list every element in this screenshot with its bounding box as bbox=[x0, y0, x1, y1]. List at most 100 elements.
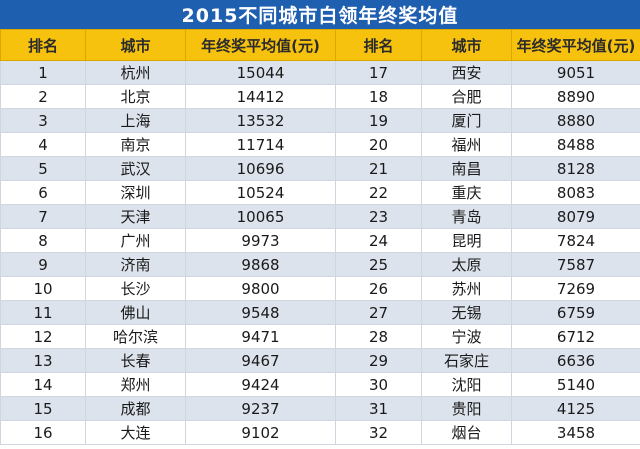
bonus-cell: 11714 bbox=[185, 132, 336, 157]
city-cell: 贵阳 bbox=[421, 396, 512, 421]
city-cell: 武汉 bbox=[85, 156, 186, 181]
city-cell: 西安 bbox=[421, 60, 512, 85]
bonus-cell: 6759 bbox=[511, 300, 640, 325]
rank-cell: 17 bbox=[335, 60, 422, 85]
bonus-cell: 9471 bbox=[185, 324, 336, 349]
table-row: 1 杭州 15044 17 西安 9051 bbox=[0, 60, 640, 85]
bonus-cell: 6712 bbox=[511, 324, 640, 349]
header-row: 排名 城市 年终奖平均值(元) 排名 城市 年终奖平均值(元) bbox=[0, 29, 640, 61]
rank-cell: 32 bbox=[335, 420, 422, 445]
table-row: 13 长春 9467 29 石家庄 6636 bbox=[0, 348, 640, 373]
bonus-cell: 9051 bbox=[511, 60, 640, 85]
rank-cell: 3 bbox=[0, 108, 86, 133]
bonus-cell: 5140 bbox=[511, 372, 640, 397]
city-cell: 哈尔滨 bbox=[85, 324, 186, 349]
city-cell: 大连 bbox=[85, 420, 186, 445]
city-cell: 石家庄 bbox=[421, 348, 512, 373]
rank-cell: 14 bbox=[0, 372, 86, 397]
bonus-cell: 8128 bbox=[511, 156, 640, 181]
city-cell: 福州 bbox=[421, 132, 512, 157]
city-cell: 厦门 bbox=[421, 108, 512, 133]
bonus-cell: 9868 bbox=[185, 252, 336, 277]
bonus-cell: 8079 bbox=[511, 204, 640, 229]
rank-cell: 28 bbox=[335, 324, 422, 349]
bonus-cell: 15044 bbox=[185, 60, 336, 85]
rank-cell: 5 bbox=[0, 156, 86, 181]
rank-cell: 21 bbox=[335, 156, 422, 181]
rank-cell: 7 bbox=[0, 204, 86, 229]
rank-cell: 18 bbox=[335, 84, 422, 109]
table-row: 7 天津 10065 23 青岛 8079 bbox=[0, 204, 640, 229]
rank-cell: 27 bbox=[335, 300, 422, 325]
rank-cell: 20 bbox=[335, 132, 422, 157]
city-cell: 烟台 bbox=[421, 420, 512, 445]
city-cell: 沈阳 bbox=[421, 372, 512, 397]
city-cell: 上海 bbox=[85, 108, 186, 133]
bonus-header: 年终奖平均值(元) bbox=[185, 29, 336, 61]
table-row: 9 济南 9868 25 太原 7587 bbox=[0, 252, 640, 277]
city-cell: 长春 bbox=[85, 348, 186, 373]
bonus-cell: 7587 bbox=[511, 252, 640, 277]
rank-header: 排名 bbox=[335, 29, 422, 61]
bonus-cell: 8488 bbox=[511, 132, 640, 157]
city-cell: 重庆 bbox=[421, 180, 512, 205]
bonus-cell: 13532 bbox=[185, 108, 336, 133]
table-body: 1 杭州 15044 17 西安 9051 2 北京 14412 18 合肥 8890 3 上海 13532… bbox=[0, 60, 640, 445]
bonus-cell: 9102 bbox=[185, 420, 336, 445]
city-cell: 合肥 bbox=[421, 84, 512, 109]
rank-cell: 19 bbox=[335, 108, 422, 133]
bonus-cell: 9467 bbox=[185, 348, 336, 373]
bonus-cell: 3458 bbox=[511, 420, 640, 445]
city-cell: 杭州 bbox=[85, 60, 186, 85]
rank-cell: 13 bbox=[0, 348, 86, 373]
rank-cell: 15 bbox=[0, 396, 86, 421]
city-header: 城市 bbox=[85, 29, 186, 61]
city-cell: 青岛 bbox=[421, 204, 512, 229]
city-cell: 佛山 bbox=[85, 300, 186, 325]
bonus-cell: 7824 bbox=[511, 228, 640, 253]
table-header: 排名 城市 年终奖平均值(元) 排名 城市 年终奖平均值(元) bbox=[0, 29, 640, 61]
city-header: 城市 bbox=[421, 29, 512, 61]
bonus-header: 年终奖平均值(元) bbox=[511, 29, 640, 61]
bonus-cell: 9424 bbox=[185, 372, 336, 397]
city-cell: 长沙 bbox=[85, 276, 186, 301]
bonus-cell: 7269 bbox=[511, 276, 640, 301]
ranking-table: 排名 城市 年终奖平均值(元) 排名 城市 年终奖平均值(元) 1 杭州 15044 17 西安 9… bbox=[0, 29, 640, 445]
city-cell: 北京 bbox=[85, 84, 186, 109]
table-row: 3 上海 13532 19 厦门 8880 bbox=[0, 108, 640, 133]
table-row: 15 成都 9237 31 贵阳 4125 bbox=[0, 396, 640, 421]
bonus-cell: 6636 bbox=[511, 348, 640, 373]
city-cell: 天津 bbox=[85, 204, 186, 229]
city-cell: 广州 bbox=[85, 228, 186, 253]
bonus-cell: 14412 bbox=[185, 84, 336, 109]
table-row: 2 北京 14412 18 合肥 8890 bbox=[0, 84, 640, 109]
rank-cell: 12 bbox=[0, 324, 86, 349]
city-cell: 太原 bbox=[421, 252, 512, 277]
table-row: 8 广州 9973 24 昆明 7824 bbox=[0, 228, 640, 253]
rank-cell: 9 bbox=[0, 252, 86, 277]
bonus-cell: 10065 bbox=[185, 204, 336, 229]
table-row: 10 长沙 9800 26 苏州 7269 bbox=[0, 276, 640, 301]
bonus-cell: 9800 bbox=[185, 276, 336, 301]
bonus-cell: 10696 bbox=[185, 156, 336, 181]
bonus-cell: 10524 bbox=[185, 180, 336, 205]
table-row: 6 深圳 10524 22 重庆 8083 bbox=[0, 180, 640, 205]
table-row: 16 大连 9102 32 烟台 3458 bbox=[0, 420, 640, 445]
bonus-cell: 8890 bbox=[511, 84, 640, 109]
table-row: 4 南京 11714 20 福州 8488 bbox=[0, 132, 640, 157]
city-cell: 南京 bbox=[85, 132, 186, 157]
city-cell: 南昌 bbox=[421, 156, 512, 181]
city-cell: 成都 bbox=[85, 396, 186, 421]
rank-header: 排名 bbox=[0, 29, 86, 61]
rank-cell: 1 bbox=[0, 60, 86, 85]
rank-cell: 31 bbox=[335, 396, 422, 421]
bonus-cell: 8880 bbox=[511, 108, 640, 133]
rank-cell: 26 bbox=[335, 276, 422, 301]
rank-cell: 25 bbox=[335, 252, 422, 277]
bonus-cell: 9548 bbox=[185, 300, 336, 325]
table-row: 12 哈尔滨 9471 28 宁波 6712 bbox=[0, 324, 640, 349]
rank-cell: 10 bbox=[0, 276, 86, 301]
city-cell: 宁波 bbox=[421, 324, 512, 349]
city-cell: 无锡 bbox=[421, 300, 512, 325]
